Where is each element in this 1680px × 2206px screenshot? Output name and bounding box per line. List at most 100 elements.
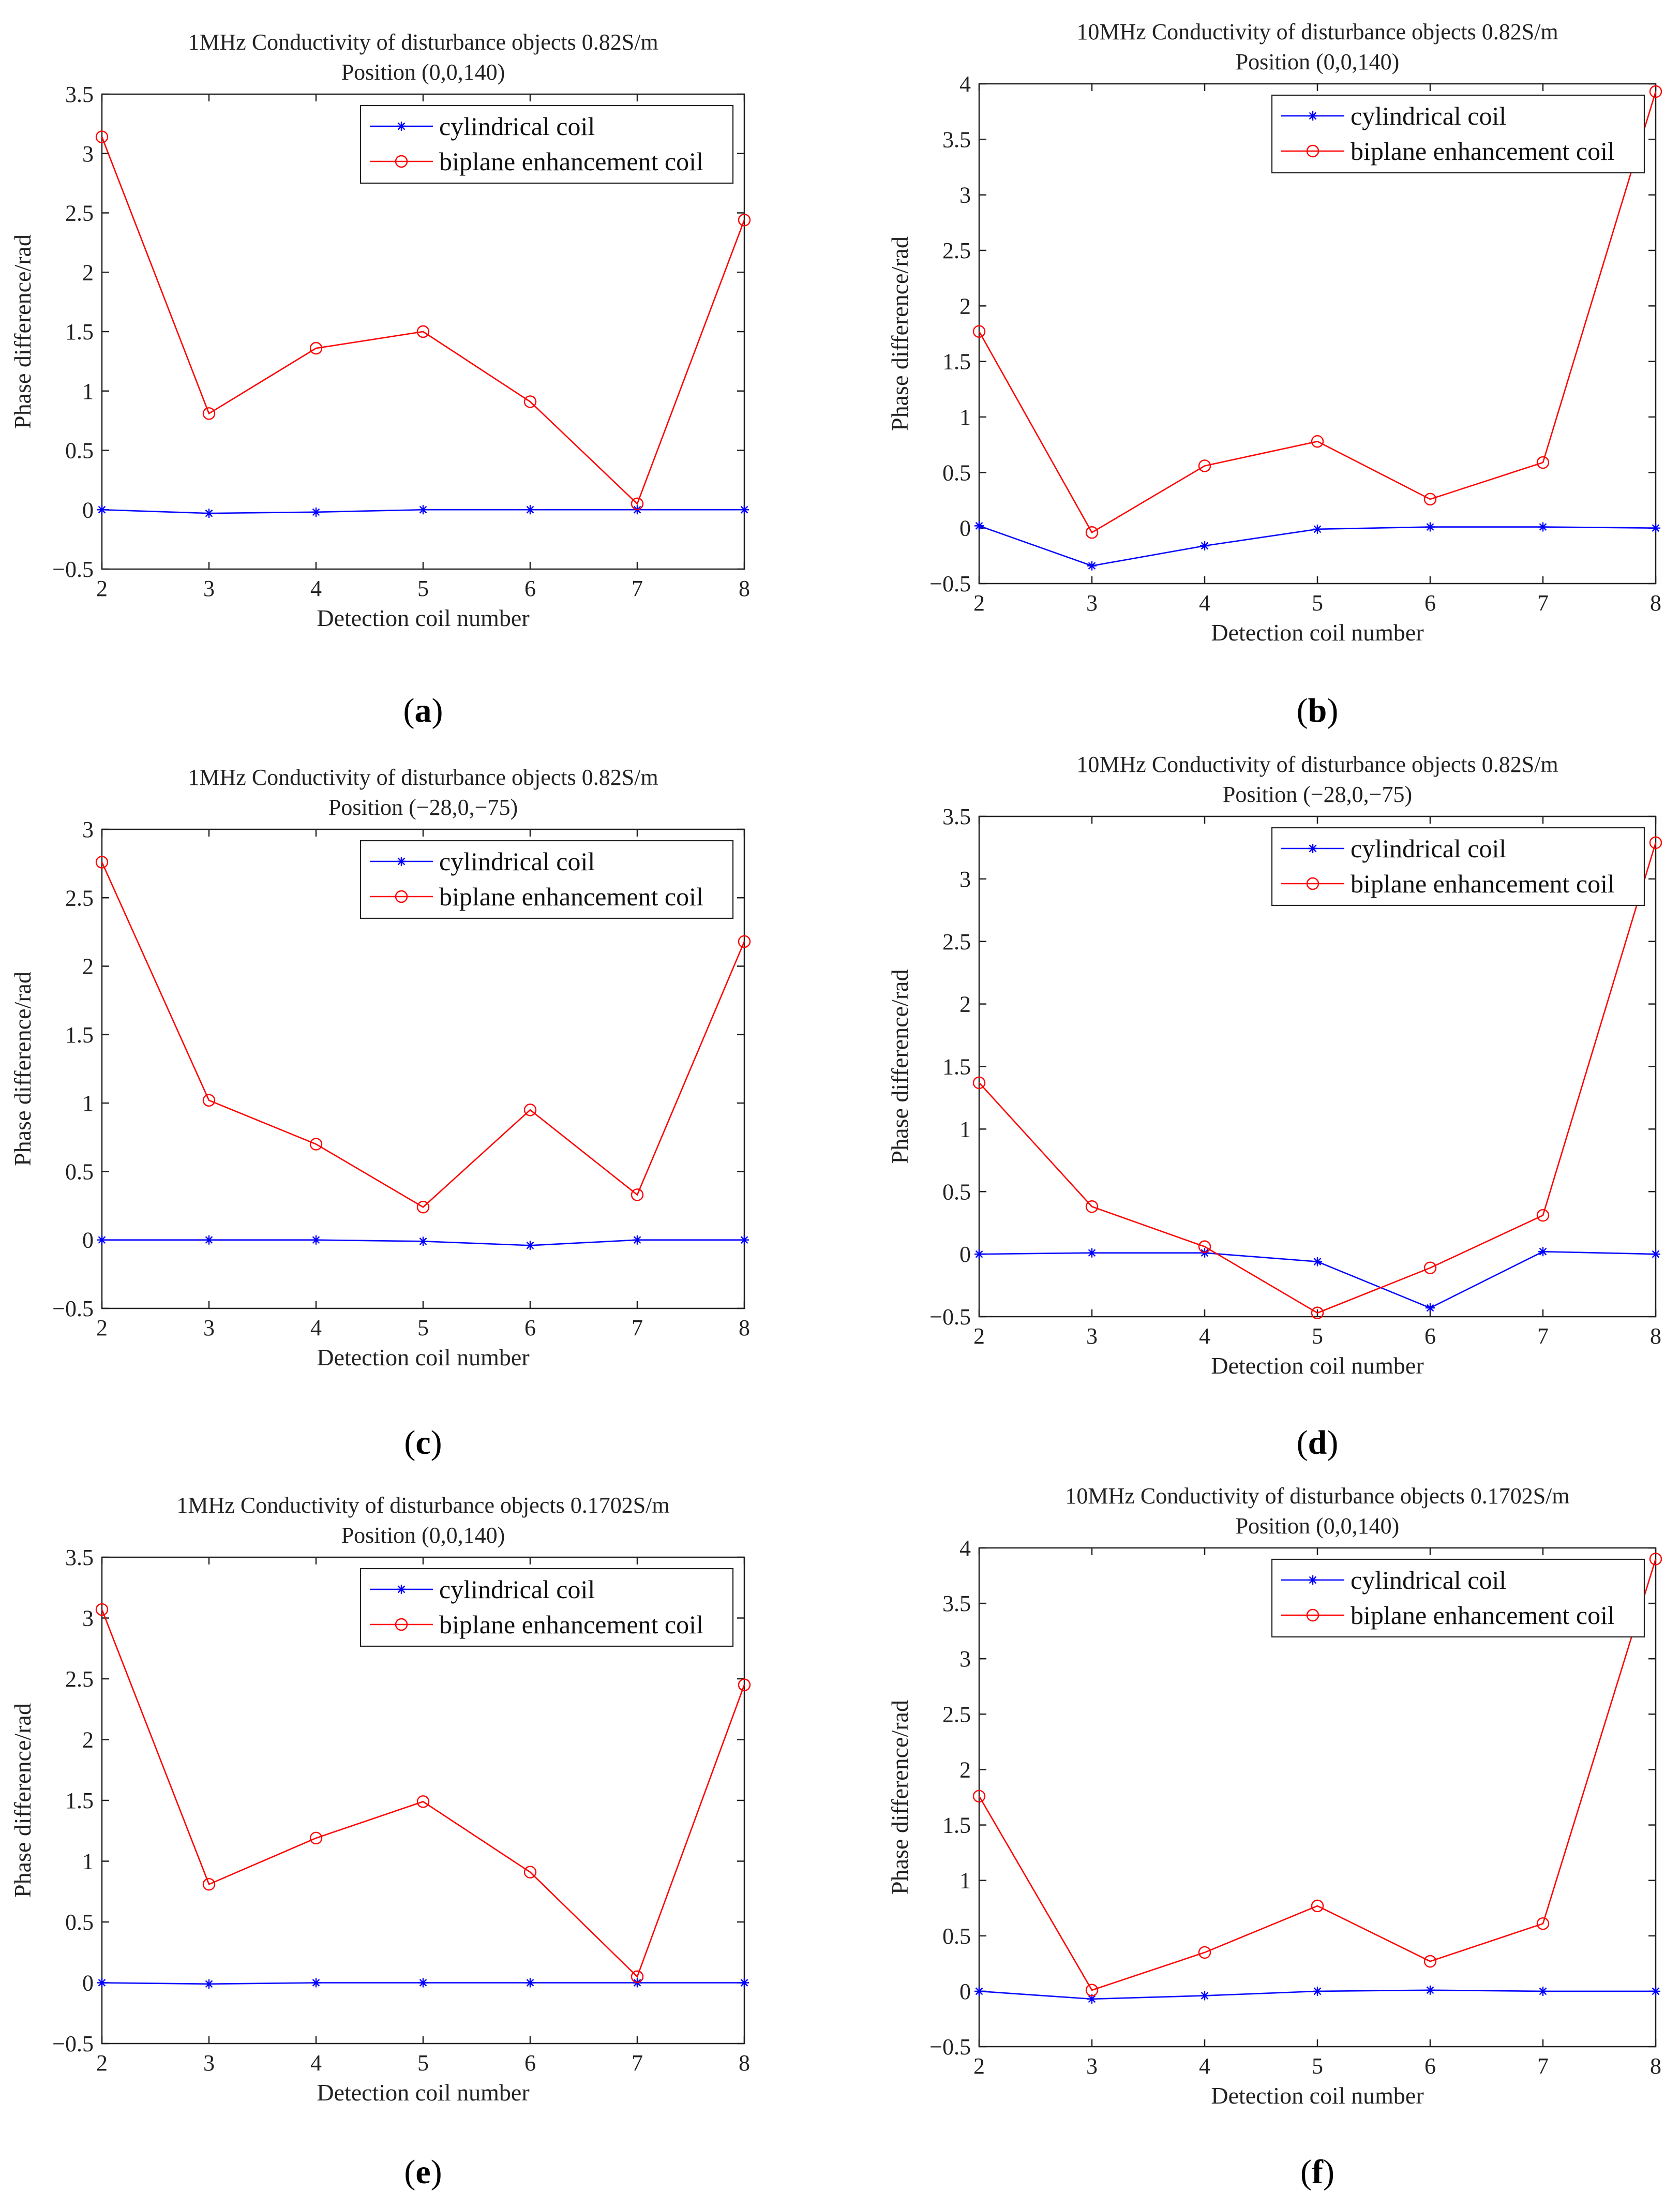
chart-panel-b: 10MHz Conductivity of disturbance object… <box>887 19 1662 729</box>
y-tick-label: 2.5 <box>942 1702 971 1727</box>
chart-subtitle-a: Position (0,0,140) <box>341 59 505 85</box>
legend-box <box>359 1568 734 1647</box>
data-point-cylindrical-coil <box>1426 1303 1435 1313</box>
x-tick-label: 8 <box>739 576 750 601</box>
data-point-biplane-enhancement-coil <box>523 1866 537 1879</box>
y-tick-label: −0.5 <box>52 1296 94 1321</box>
y-tick-label: −0.5 <box>52 2031 94 2056</box>
legend-a: cylindrical coil biplane enhancement coil <box>359 105 734 184</box>
y-tick-label: 0.5 <box>65 1910 94 1935</box>
panel-caption-letter: b <box>1308 692 1327 729</box>
chart-title-c: 1MHz Conductivity of disturbance objects… <box>188 765 658 790</box>
data-point-biplane-enhancement-coil <box>1649 836 1662 849</box>
x-tick-label: 6 <box>1424 1323 1436 1349</box>
data-point-biplane-enhancement-coil <box>95 130 109 143</box>
x-tick-label: 7 <box>1537 590 1549 616</box>
chart-title-e: 1MHz Conductivity of disturbance objects… <box>176 1493 669 1518</box>
data-point-biplane-enhancement-coil <box>309 341 323 355</box>
panel-caption-letter: d <box>1308 1424 1327 1462</box>
x-tick-label: 6 <box>524 1315 536 1340</box>
panel-caption-c: (c) <box>404 1424 442 1462</box>
x-tick-label: 4 <box>1199 1323 1210 1349</box>
data-point-cylindrical-coil <box>1426 522 1435 532</box>
data-point-cylindrical-coil <box>418 1978 428 1988</box>
data-point-biplane-enhancement-coil <box>416 1201 430 1214</box>
data-point-cylindrical-coil <box>974 521 984 531</box>
series-line-biplane-enhancement-coil <box>101 861 745 1208</box>
chart-title-f: 10MHz Conductivity of disturbance object… <box>1065 1483 1569 1509</box>
chart-title-b: 10MHz Conductivity of disturbance object… <box>1076 19 1558 44</box>
data-point-cylindrical-coil <box>1087 1248 1097 1258</box>
y-tick-label: 4 <box>959 71 971 97</box>
y-tick-label: 3 <box>959 1646 971 1672</box>
y-tick-label: 1 <box>82 379 94 404</box>
data-point-biplane-enhancement-coil <box>1423 1955 1437 1968</box>
x-tick-label: 8 <box>739 1315 750 1340</box>
y-tick-label: 3 <box>82 1606 94 1631</box>
data-point-cylindrical-coil <box>526 1241 535 1250</box>
x-tick-label: 6 <box>1424 2053 1436 2079</box>
y-tick-label: 1 <box>959 405 971 430</box>
y-tick-label: −0.5 <box>52 557 94 582</box>
panel-caption-a: (a) <box>403 692 443 729</box>
data-point-biplane-enhancement-coil <box>738 935 751 948</box>
y-tick-label: 4 <box>959 1536 971 1561</box>
series-line-biplane-enhancement-coil <box>979 842 1657 1314</box>
chart-panel-e: 1MHz Conductivity of disturbance objects… <box>9 1493 751 2191</box>
y-tick-label: 2.5 <box>65 1666 94 1692</box>
y-tick-label: 1 <box>959 1868 971 1894</box>
panel-caption-b: (b) <box>1297 692 1339 729</box>
data-point-cylindrical-coil <box>1313 1257 1322 1266</box>
y-tick-label: 0 <box>82 1228 94 1253</box>
data-point-biplane-enhancement-coil <box>523 395 537 408</box>
y-tick-label: 0 <box>959 1242 971 1267</box>
data-point-biplane-enhancement-coil <box>202 1877 216 1891</box>
panel-caption-letter: e <box>415 2153 430 2191</box>
legend-c: cylindrical coil biplane enhancement coil <box>359 840 734 919</box>
y-tick-label: 0 <box>82 497 94 523</box>
x-axis-label-d: Detection coil number <box>1211 1352 1423 1379</box>
x-tick-label: 6 <box>524 576 536 601</box>
y-tick-label: 3.5 <box>65 1545 94 1570</box>
series-line-biplane-enhancement-coil <box>101 1609 745 1978</box>
legend-asterisk-icon <box>1308 1575 1317 1585</box>
x-tick-label: 3 <box>1086 2053 1098 2079</box>
x-tick-label: 7 <box>1537 1323 1549 1349</box>
data-point-biplane-enhancement-coil <box>202 1094 216 1107</box>
legend-label: cylindrical coil <box>439 1575 595 1604</box>
data-point-biplane-enhancement-coil <box>972 1076 986 1090</box>
legend-box <box>1271 827 1645 906</box>
data-point-biplane-enhancement-coil <box>202 407 216 420</box>
data-point-cylindrical-coil <box>97 1235 107 1245</box>
data-point-biplane-enhancement-coil <box>95 1603 109 1616</box>
data-point-biplane-enhancement-coil <box>738 1678 751 1691</box>
data-point-cylindrical-coil <box>311 507 321 517</box>
y-tick-label: 1.5 <box>65 319 94 345</box>
x-axis-label-e: Detection coil number <box>317 2079 529 2106</box>
x-tick-label: 5 <box>1312 2053 1323 2079</box>
legend-box <box>359 105 734 184</box>
data-point-biplane-enhancement-coil <box>1536 456 1550 469</box>
y-tick-label: 3.5 <box>942 804 971 829</box>
data-point-cylindrical-coil <box>974 1986 984 1996</box>
y-tick-label: −0.5 <box>929 2034 971 2060</box>
panel-caption-e: (e) <box>404 2153 442 2191</box>
data-point-biplane-enhancement-coil <box>972 1790 986 1803</box>
data-point-biplane-enhancement-coil <box>309 1831 323 1845</box>
y-axis-label-e: Phase difference/rad <box>9 1703 36 1898</box>
y-axis-label-f: Phase difference/rad <box>887 1700 913 1895</box>
chart-subtitle-f: Position (0,0,140) <box>1236 1513 1400 1539</box>
data-point-biplane-enhancement-coil <box>1198 459 1211 472</box>
y-tick-label: 2.5 <box>65 201 94 226</box>
legend-label: biplane enhancement coil <box>439 1610 703 1639</box>
data-point-cylindrical-coil <box>1651 523 1660 533</box>
legend-circle-icon <box>395 155 408 168</box>
data-point-cylindrical-coil <box>97 505 107 515</box>
x-tick-label: 8 <box>1650 1323 1661 1349</box>
data-point-biplane-enhancement-coil <box>1536 1209 1550 1222</box>
data-point-biplane-enhancement-coil <box>1085 1984 1099 1996</box>
chart-panel-c: 1MHz Conductivity of disturbance objects… <box>9 765 751 1462</box>
data-point-biplane-enhancement-coil <box>738 214 751 227</box>
legend-asterisk-icon <box>1308 844 1317 853</box>
data-point-biplane-enhancement-coil <box>1198 1240 1211 1253</box>
